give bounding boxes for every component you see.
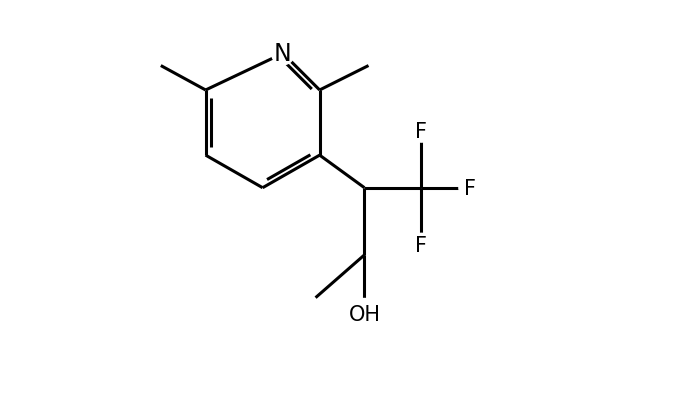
Text: N: N [274,42,292,66]
Circle shape [410,120,433,143]
Text: F: F [415,121,428,142]
Circle shape [271,43,294,65]
Circle shape [349,299,380,330]
Text: F: F [464,178,476,198]
Circle shape [410,234,433,256]
Circle shape [459,177,481,200]
Text: F: F [415,235,428,255]
Text: OH: OH [348,304,380,324]
